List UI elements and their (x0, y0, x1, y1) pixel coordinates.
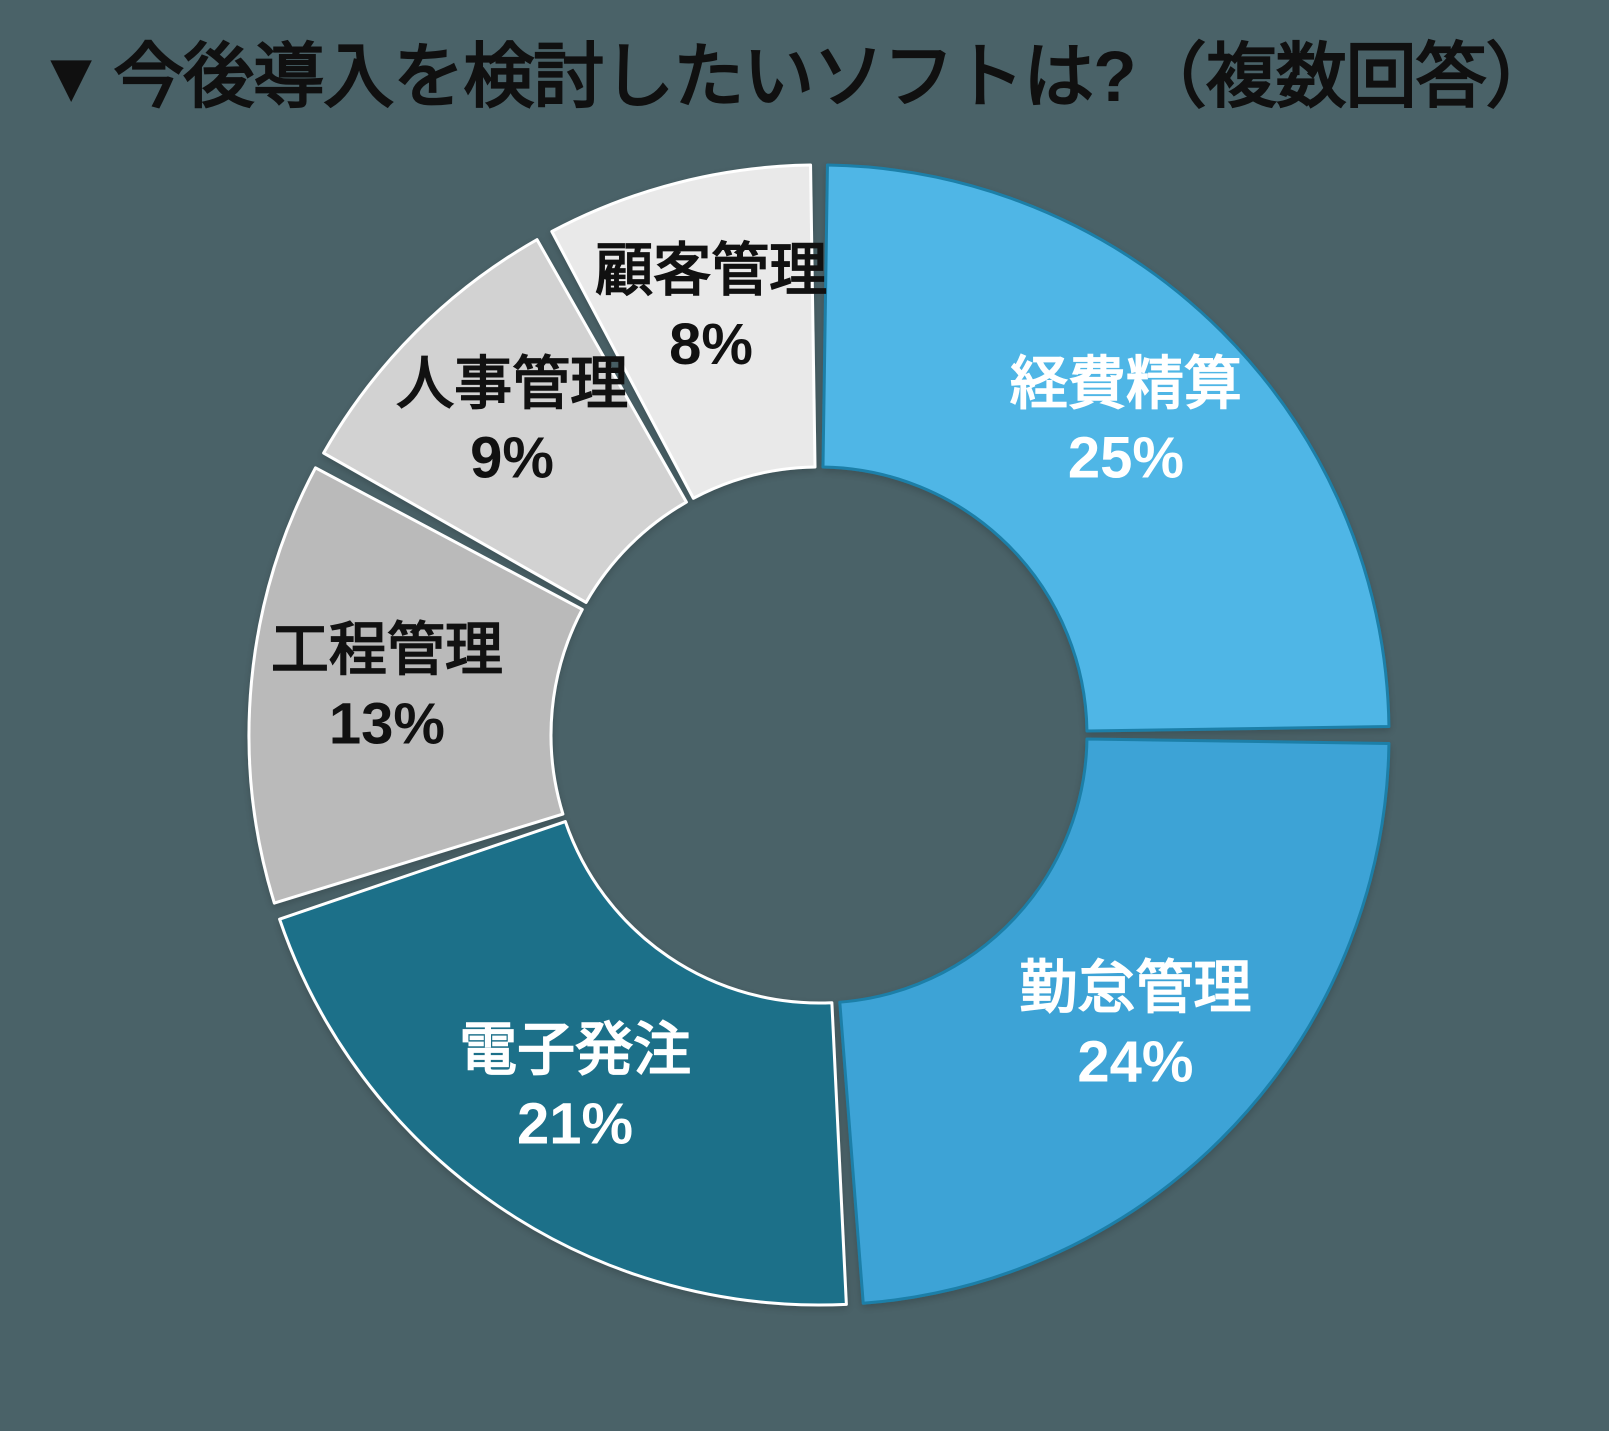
svg-text:人事管理: 人事管理 (396, 351, 628, 416)
svg-text:8%: 8% (669, 312, 753, 377)
svg-text:勤怠管理: 勤怠管理 (1019, 955, 1251, 1020)
svg-text:経費精算: 経費精算 (1010, 351, 1242, 416)
svg-text:24%: 24% (1077, 1029, 1193, 1094)
svg-text:工程管理: 工程管理 (271, 618, 503, 683)
svg-text:13%: 13% (329, 692, 445, 757)
svg-text:25%: 25% (1068, 425, 1184, 490)
svg-text:顧客管理: 顧客管理 (595, 238, 827, 303)
svg-text:電子発注: 電子発注 (459, 1017, 691, 1082)
svg-text:9%: 9% (470, 425, 554, 490)
svg-text:21%: 21% (517, 1091, 633, 1156)
